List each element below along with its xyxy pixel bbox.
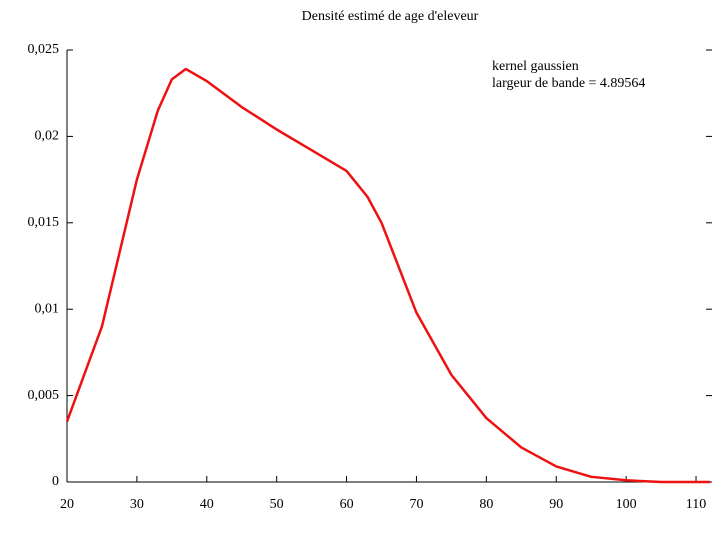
x-tick-label: 30 <box>130 497 144 512</box>
x-tick-label: 70 <box>409 497 423 512</box>
x-tick-label: 60 <box>340 497 354 512</box>
y-tick-label: 0 <box>52 474 59 489</box>
annotation: kernel gaussien <box>492 59 579 74</box>
x-tick-label: 20 <box>60 497 74 512</box>
density-line <box>65 67 710 484</box>
chart-title: Densité estimé de age d'eleveur <box>302 9 479 24</box>
x-tick-label: 50 <box>270 497 284 512</box>
x-tick-label: 110 <box>686 497 706 512</box>
x-tick-label: 100 <box>616 497 637 512</box>
y-tick-label: 0,005 <box>28 388 60 403</box>
y-tick-label: 0,01 <box>35 301 60 316</box>
y-tick-label: 0,015 <box>28 215 60 230</box>
x-tick-label: 80 <box>479 497 493 512</box>
annotation: largeur de bande = 4.89564 <box>492 76 645 91</box>
x-tick-label: 90 <box>549 497 563 512</box>
y-tick-label: 0,025 <box>28 42 60 57</box>
y-tick-label: 0,02 <box>35 129 60 144</box>
x-tick-label: 40 <box>200 497 214 512</box>
